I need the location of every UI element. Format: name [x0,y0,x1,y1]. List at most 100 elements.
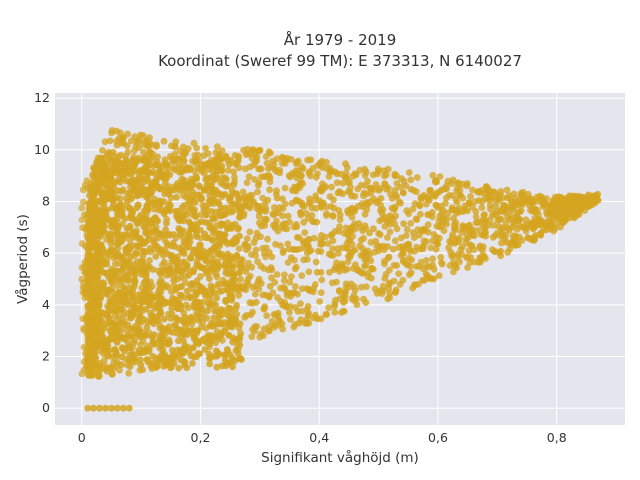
data-point [231,152,239,159]
data-point [184,182,192,190]
data-point [248,263,256,271]
data-point [160,258,168,266]
data-point [234,345,242,353]
data-point [161,231,169,239]
data-point [244,195,252,202]
data-point [244,244,252,252]
data-point [189,280,197,288]
data-point [527,206,534,214]
data-point [244,145,251,153]
data-point [176,347,184,355]
data-point [412,263,420,270]
data-point [550,227,558,235]
data-point [149,339,157,347]
data-point [308,204,316,212]
data-point [361,165,368,173]
data-point [352,171,360,179]
data-point [162,186,170,194]
data-point [133,297,140,304]
data-point [331,300,339,308]
data-point [160,137,168,145]
data-point [391,220,399,228]
data-point [214,265,221,273]
data-point [425,275,432,282]
data-point [217,320,225,328]
data-point [90,222,97,230]
data-point [465,247,473,255]
data-point [465,199,473,206]
data-point [137,131,144,139]
data-point [389,245,397,253]
data-point [139,346,147,354]
data-point [289,246,297,253]
data-point [330,196,337,204]
data-point [271,321,279,329]
data-point [235,245,243,253]
data-point [242,151,250,159]
data-point [357,236,365,244]
data-point [98,170,106,178]
data-point [243,179,251,187]
data-point [560,217,568,225]
data-point [405,169,413,176]
data-point [198,323,205,331]
data-point [403,207,411,215]
data-point [503,186,511,194]
data-point [579,203,587,210]
data-point [133,242,141,250]
data-point [571,192,579,200]
data-point [291,265,299,273]
data-point [472,213,480,221]
data-point [467,193,474,200]
data-point [173,212,181,220]
data-point [235,291,243,299]
data-point [524,234,532,241]
data-point [101,189,109,197]
data-point [252,290,259,298]
data-point [287,316,294,323]
data-point [326,269,333,276]
data-point [384,165,392,173]
data-point [444,209,452,217]
data-point [124,130,131,138]
data-point [229,207,237,215]
data-point [537,221,544,229]
data-point [124,248,132,256]
data-point [226,322,234,330]
data-point [432,246,440,253]
data-point [200,206,208,213]
data-point [413,243,420,251]
data-point [305,199,313,207]
data-point [328,183,335,191]
data-point [287,292,295,300]
data-point [224,270,232,278]
data-point [316,187,324,195]
data-point [196,226,204,234]
y-tick-label: 8 [42,194,50,209]
data-point [99,228,106,235]
data-point [82,350,89,357]
data-point [207,224,215,231]
data-point [453,199,461,206]
data-point [286,308,293,316]
data-point [510,203,518,210]
data-point [146,148,154,156]
data-point [117,135,125,143]
data-point [438,259,445,266]
data-point [180,258,188,266]
data-point [397,183,404,191]
data-point [123,177,130,185]
data-point [397,199,404,207]
data-point [297,300,304,308]
data-point [100,357,108,365]
data-point [372,186,379,193]
data-point [151,241,159,249]
data-point [209,283,216,291]
data-point [120,311,128,319]
data-point [318,276,326,284]
x-tick-label: 0,6 [428,430,448,445]
data-point [205,354,213,362]
data-point [190,246,198,254]
data-point [431,192,439,200]
data-point [291,283,299,290]
